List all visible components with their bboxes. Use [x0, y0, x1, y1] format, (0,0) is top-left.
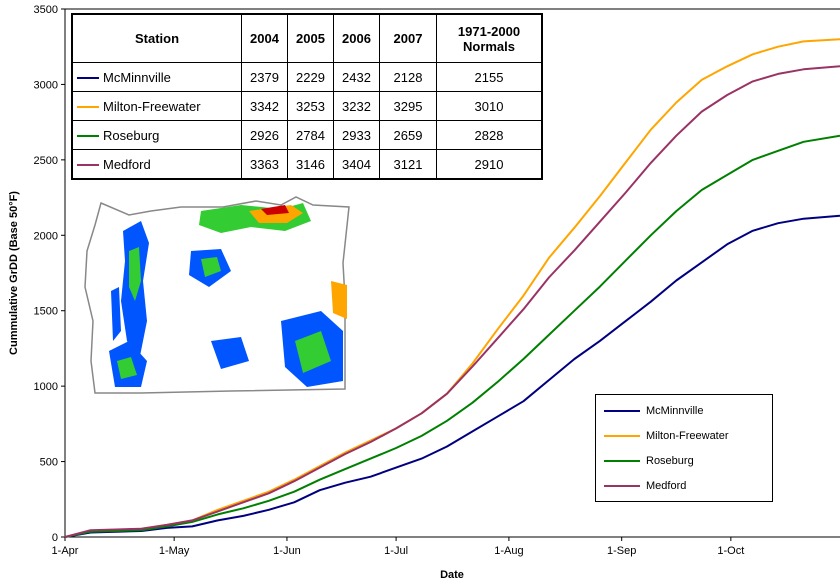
x-axis-title: Date — [440, 569, 464, 581]
legend-label: Medford — [646, 480, 687, 492]
chart-legend: McMinnville Milton-Freewater Roseburg Medfo… — [595, 394, 773, 502]
oregon-degree-day-map-icon — [84, 196, 350, 394]
legend-line-swatch — [604, 460, 640, 463]
table-value-cell: 3232 — [333, 91, 380, 121]
legend-line-swatch — [604, 435, 640, 438]
table-value-cell: 2926 — [241, 120, 288, 150]
legend-item: McMinnville — [604, 403, 703, 419]
table-row: Roseburg 2926 2784 2933 2659 2828 — [71, 120, 543, 150]
station-line-swatch — [77, 164, 99, 167]
y-tick-label: 3500 — [34, 4, 58, 16]
table-header-cell: 2006 — [333, 13, 380, 63]
map-zone-southwest-warm — [117, 357, 137, 379]
map-zone-snake-river — [331, 281, 347, 319]
oregon-inset-map — [81, 191, 353, 406]
map-zone-coast — [111, 287, 121, 341]
table-value-cell: 3253 — [287, 91, 334, 121]
legend-label: McMinnville — [646, 405, 704, 417]
table-station-cell: Medford — [71, 149, 242, 180]
legend-label: Milton-Freewater — [646, 430, 729, 442]
table-header-row: Station 2004 2005 2006 2007 1971-2000 No… — [71, 13, 543, 63]
map-zone-willamette-warm — [129, 247, 141, 301]
table-value-cell: 2784 — [287, 120, 334, 150]
legend-line-swatch — [604, 485, 640, 488]
map-zone-columbia-peak — [261, 205, 289, 215]
station-name: Milton-Freewater — [103, 98, 201, 114]
y-ticks: 0 500 1000 1500 2000 2500 3000 3500 — [34, 4, 65, 544]
table-value-cell: 2379 — [241, 62, 288, 92]
legend-line-swatch — [604, 410, 640, 413]
x-tick-label: 1-Oct — [717, 545, 744, 557]
table-header-cell: 2004 — [241, 13, 288, 63]
table-header-cell: 1971-2000 Normals — [436, 13, 543, 63]
station-line-swatch — [77, 135, 99, 138]
table-value-cell: 3146 — [287, 149, 334, 180]
y-tick-label: 3000 — [34, 79, 58, 91]
legend-item: Medford — [604, 478, 686, 494]
table-value-cell: 2155 — [436, 62, 543, 92]
x-tick-label: 1-Jul — [384, 545, 408, 557]
x-tick-label: 1-Aug — [494, 545, 523, 557]
map-zone-central-warm — [201, 257, 221, 277]
table-value-cell: 3121 — [379, 149, 437, 180]
station-name: McMinnville — [103, 69, 171, 85]
table-value-cell: 3295 — [379, 91, 437, 121]
x-tick-label: 1-Sep — [607, 545, 636, 557]
y-tick-label: 2500 — [34, 155, 58, 167]
table-value-cell: 2828 — [436, 120, 543, 150]
y-axis-title: Cummulative GrDD (Base 50°F) — [8, 191, 20, 355]
table-row: Medford 3363 3146 3404 3121 2910 — [71, 149, 543, 180]
table-body: McMinnville 2379 2229 2432 2128 2155 Milton-Fr… — [71, 62, 543, 180]
station-name: Medford — [103, 156, 151, 172]
y-tick-label: 2000 — [34, 230, 58, 242]
legend-label: Roseburg — [646, 455, 694, 467]
table-header-cell: 2007 — [379, 13, 437, 63]
table-value-cell: 2933 — [333, 120, 380, 150]
y-tick-label: 1500 — [34, 306, 58, 318]
series-line-mcminnville — [64, 214, 840, 538]
y-tick-label: 500 — [40, 457, 58, 469]
x-tick-label: 1-Apr — [52, 545, 79, 557]
x-tick-label: 1-Jun — [273, 545, 301, 557]
table-value-cell: 2229 — [287, 62, 334, 92]
map-zone-southeast-warm — [295, 331, 331, 373]
table-value-cell: 3363 — [241, 149, 288, 180]
table-row: McMinnville 2379 2229 2432 2128 2155 — [71, 62, 543, 92]
y-tick-label: 0 — [52, 532, 58, 544]
map-zone-south-central — [211, 337, 249, 369]
station-line-swatch — [77, 77, 99, 80]
table-value-cell: 2910 — [436, 149, 543, 180]
table-value-cell: 3404 — [333, 149, 380, 180]
table-value-cell: 2128 — [379, 62, 437, 92]
x-tick-label: 1-May — [159, 545, 190, 557]
table-header-cell: 2005 — [287, 13, 334, 63]
table-header-cell: Station — [71, 13, 242, 63]
series-group — [64, 38, 840, 538]
chart-axes — [64, 8, 840, 538]
legend-item: Roseburg — [604, 453, 694, 469]
table-value-cell: 3342 — [241, 91, 288, 121]
y-tick-label: 1000 — [34, 381, 58, 393]
station-line-swatch — [77, 106, 99, 109]
x-ticks: 1-Apr 1-May 1-Jun 1-Jul 1-Aug 1-Sep 1-Oct — [52, 537, 744, 557]
table-value-cell: 2432 — [333, 62, 380, 92]
table-station-cell: McMinnville — [71, 62, 242, 92]
station-name: Roseburg — [103, 127, 160, 143]
series-line-medford — [64, 65, 840, 538]
table-value-cell: 2659 — [379, 120, 437, 150]
table-row: Milton-Freewater 3342 3253 3232 3295 3010 — [71, 91, 543, 121]
series-line-roseburg — [64, 134, 840, 538]
station-summary-table: Station 2004 2005 2006 2007 1971-2000 No… — [71, 13, 543, 180]
legend-item: Milton-Freewater — [604, 428, 729, 444]
table-station-cell: Roseburg — [71, 120, 242, 150]
table-value-cell: 3010 — [436, 91, 543, 121]
table-station-cell: Milton-Freewater — [71, 91, 242, 121]
